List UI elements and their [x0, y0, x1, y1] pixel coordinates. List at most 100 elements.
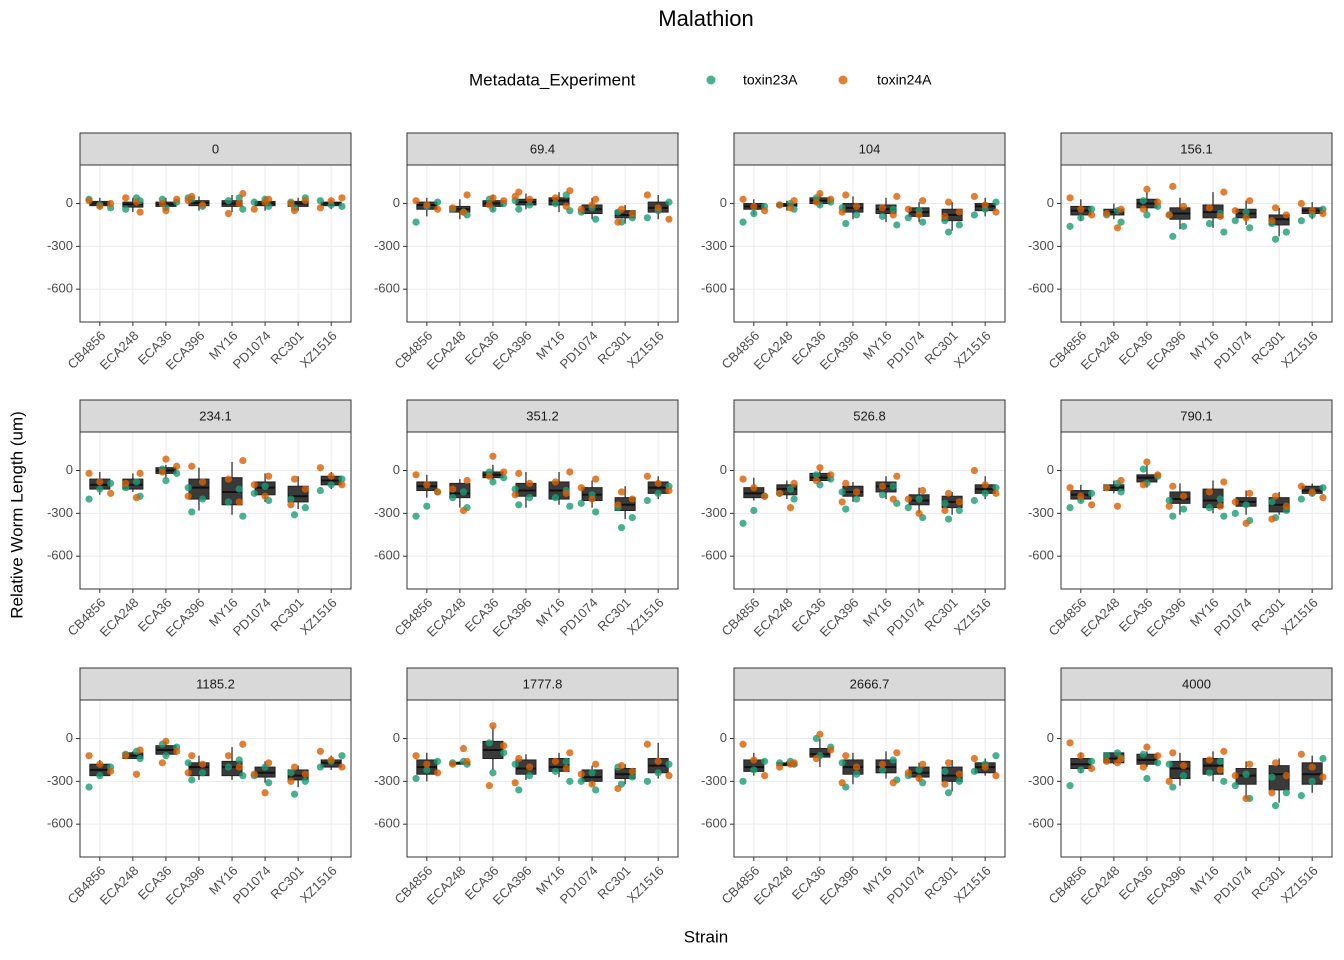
- point: [1242, 519, 1250, 527]
- point: [224, 752, 233, 760]
- y-tick-label: -600: [1028, 816, 1054, 831]
- point: [85, 752, 93, 760]
- point: [122, 205, 130, 213]
- point: [122, 479, 130, 487]
- panel-background: [734, 700, 1005, 857]
- point: [107, 489, 115, 497]
- point: [136, 469, 144, 477]
- strip: [1060, 667, 1333, 701]
- point: [919, 486, 927, 495]
- point: [889, 211, 897, 219]
- point: [842, 479, 850, 487]
- point: [1282, 502, 1290, 510]
- facet-label: 526.8: [853, 408, 886, 423]
- point: [1143, 743, 1151, 751]
- point: [515, 786, 523, 794]
- point: [562, 489, 570, 497]
- point: [287, 495, 295, 503]
- point: [459, 208, 468, 216]
- point: [816, 189, 824, 198]
- point: [132, 198, 141, 206]
- point: [198, 769, 207, 777]
- point: [316, 204, 324, 212]
- point: [423, 481, 431, 489]
- point: [301, 197, 309, 205]
- point: [459, 506, 468, 515]
- point: [265, 759, 273, 767]
- y-tick-label: 0: [720, 730, 727, 745]
- point: [588, 780, 596, 788]
- point: [941, 212, 949, 220]
- point: [158, 199, 166, 208]
- facet-label: 69.4: [530, 141, 555, 156]
- point: [1088, 205, 1096, 213]
- point: [970, 767, 978, 775]
- x-tick-label: XZ1516: [1278, 863, 1321, 906]
- point: [449, 760, 457, 768]
- point: [915, 211, 923, 219]
- point: [827, 746, 835, 754]
- point: [878, 491, 887, 499]
- box: [1169, 491, 1191, 504]
- point: [878, 482, 887, 490]
- y-tick-label: -600: [47, 281, 73, 296]
- point: [136, 208, 144, 216]
- point: [1242, 794, 1250, 803]
- point: [1319, 494, 1327, 502]
- legend-marker: [706, 75, 716, 85]
- point: [85, 197, 93, 205]
- strip: [406, 132, 679, 166]
- point: [904, 495, 912, 503]
- point: [235, 199, 243, 208]
- point: [915, 495, 923, 503]
- point: [235, 763, 243, 771]
- point: [250, 770, 258, 778]
- y-tick-label: -600: [47, 816, 73, 831]
- point: [588, 201, 596, 209]
- panel-background: [407, 432, 678, 589]
- point: [1319, 773, 1327, 781]
- y-tick-label: 0: [66, 195, 73, 210]
- point: [239, 189, 247, 198]
- point: [1088, 764, 1096, 773]
- panel-background: [1061, 165, 1332, 322]
- point: [525, 763, 534, 771]
- point: [1205, 488, 1214, 496]
- point: [434, 769, 442, 777]
- point: [261, 198, 269, 206]
- y-tick-label: 0: [66, 730, 73, 745]
- point: [525, 195, 534, 203]
- point: [515, 205, 523, 213]
- point: [1165, 777, 1173, 785]
- point: [577, 499, 585, 507]
- point: [665, 772, 673, 780]
- point: [1216, 212, 1224, 220]
- point: [338, 475, 346, 483]
- point: [1297, 217, 1305, 225]
- point: [739, 777, 747, 785]
- point: [592, 475, 600, 483]
- strip: [406, 667, 679, 701]
- facet-label: 1185.2: [196, 676, 235, 691]
- point: [739, 740, 747, 748]
- point: [878, 760, 887, 768]
- point: [551, 478, 560, 486]
- point: [1103, 752, 1111, 760]
- point: [327, 197, 335, 205]
- point: [842, 505, 850, 513]
- point: [614, 784, 622, 793]
- point: [287, 769, 295, 777]
- point: [562, 202, 570, 210]
- point: [1220, 512, 1228, 520]
- y-tick-label: -600: [701, 281, 727, 296]
- point: [816, 730, 824, 738]
- point: [1179, 202, 1188, 210]
- point: [184, 492, 192, 500]
- point: [955, 506, 963, 515]
- point: [162, 752, 170, 760]
- point: [614, 501, 622, 509]
- point: [643, 496, 651, 505]
- point: [566, 502, 574, 510]
- panel-background: [80, 432, 351, 589]
- point: [1297, 199, 1305, 208]
